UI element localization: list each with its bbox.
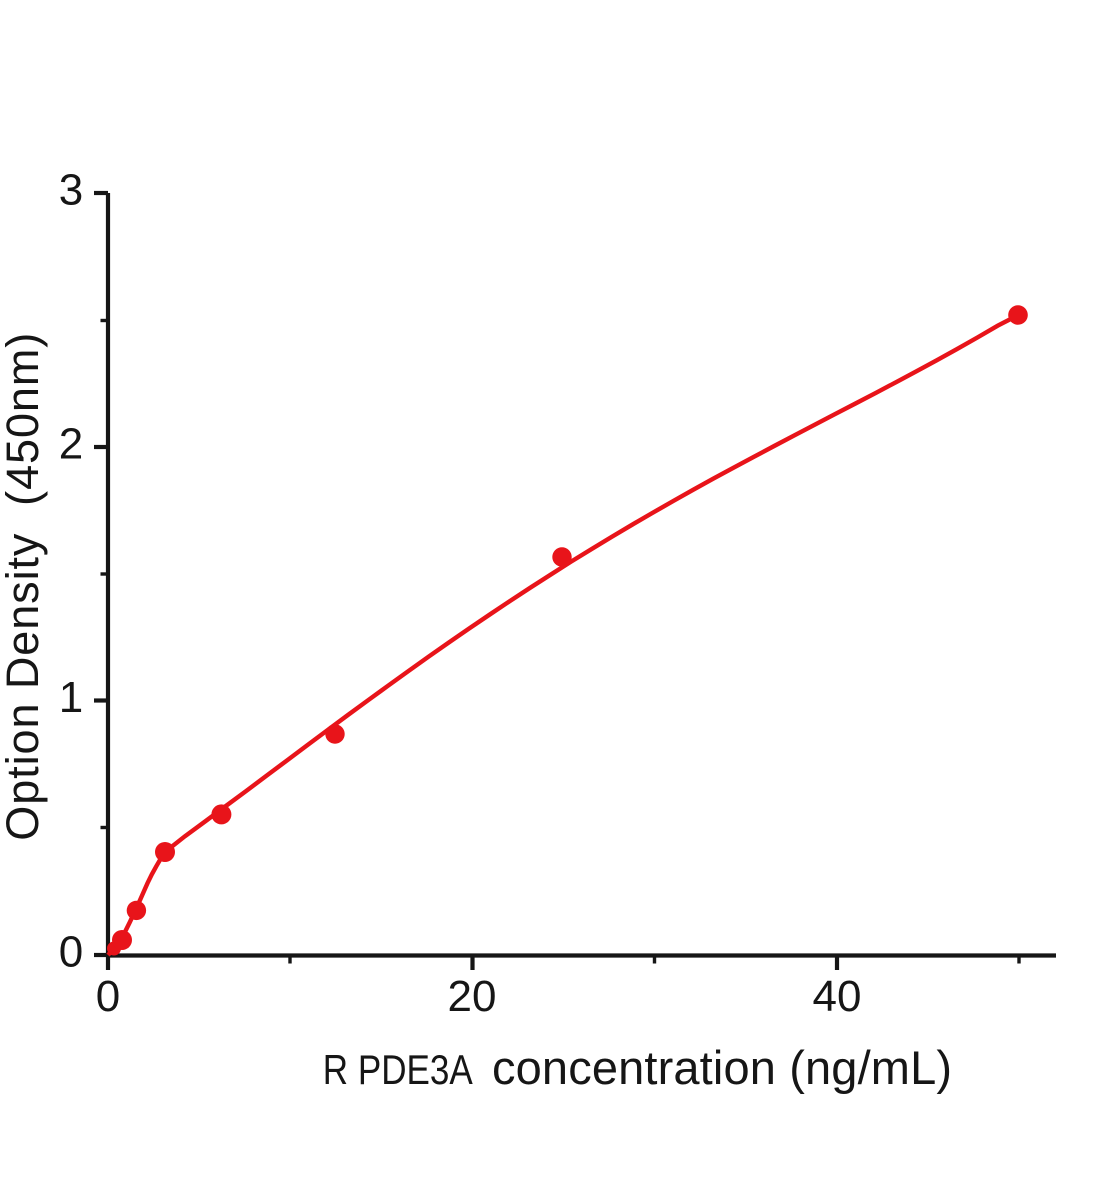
svg-text:40: 40 <box>813 972 862 1021</box>
svg-text:concentration (ng/mL): concentration (ng/mL) <box>492 1041 952 1094</box>
svg-text:20: 20 <box>448 972 497 1021</box>
svg-text:2: 2 <box>59 420 83 469</box>
svg-text:3: 3 <box>59 166 83 215</box>
svg-text:R PDE3A: R PDE3A <box>323 1046 473 1093</box>
svg-text:0: 0 <box>59 928 83 977</box>
svg-text:1: 1 <box>59 673 83 722</box>
svg-text:Option Density (450nm): Option Density (450nm) <box>0 333 48 841</box>
svg-text:0: 0 <box>96 972 120 1021</box>
